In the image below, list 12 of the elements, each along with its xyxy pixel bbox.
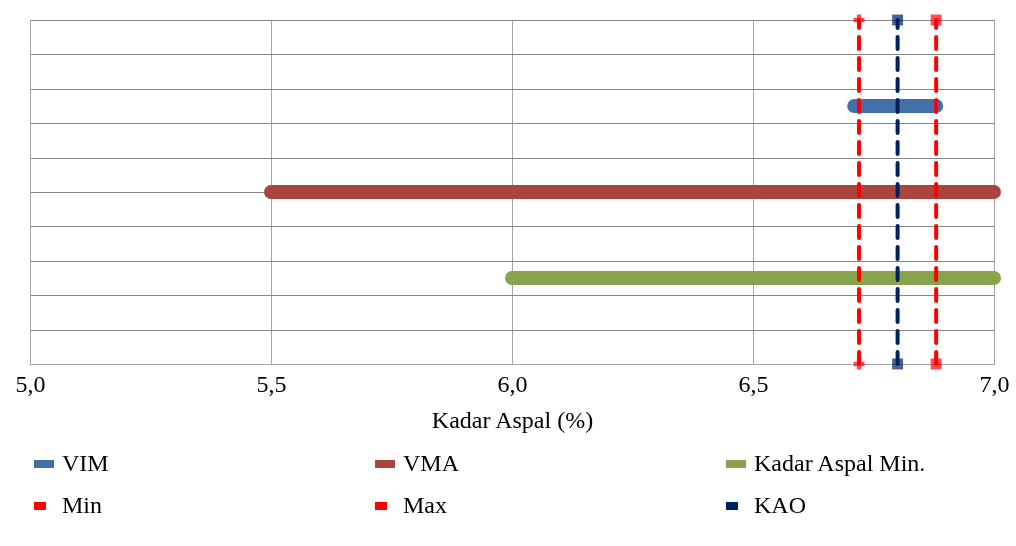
x-tick-label: 5,0 bbox=[15, 370, 46, 397]
x-tick-label: 7,0 bbox=[979, 370, 1010, 397]
x-tick-label: 5,5 bbox=[256, 370, 287, 397]
legend-label: VMA bbox=[403, 450, 460, 476]
x-tick-label: 6,5 bbox=[738, 370, 769, 397]
legend-label: VIM bbox=[62, 450, 109, 476]
x-axis-title: Kadar Aspal (%) bbox=[431, 406, 594, 433]
legend-label: Kadar Aspal Min. bbox=[754, 450, 926, 476]
legend-label: Min bbox=[62, 492, 103, 518]
legend-label: KAO bbox=[754, 492, 806, 518]
x-tick-label: 6,0 bbox=[497, 370, 528, 397]
legend-label: Max bbox=[403, 492, 447, 518]
